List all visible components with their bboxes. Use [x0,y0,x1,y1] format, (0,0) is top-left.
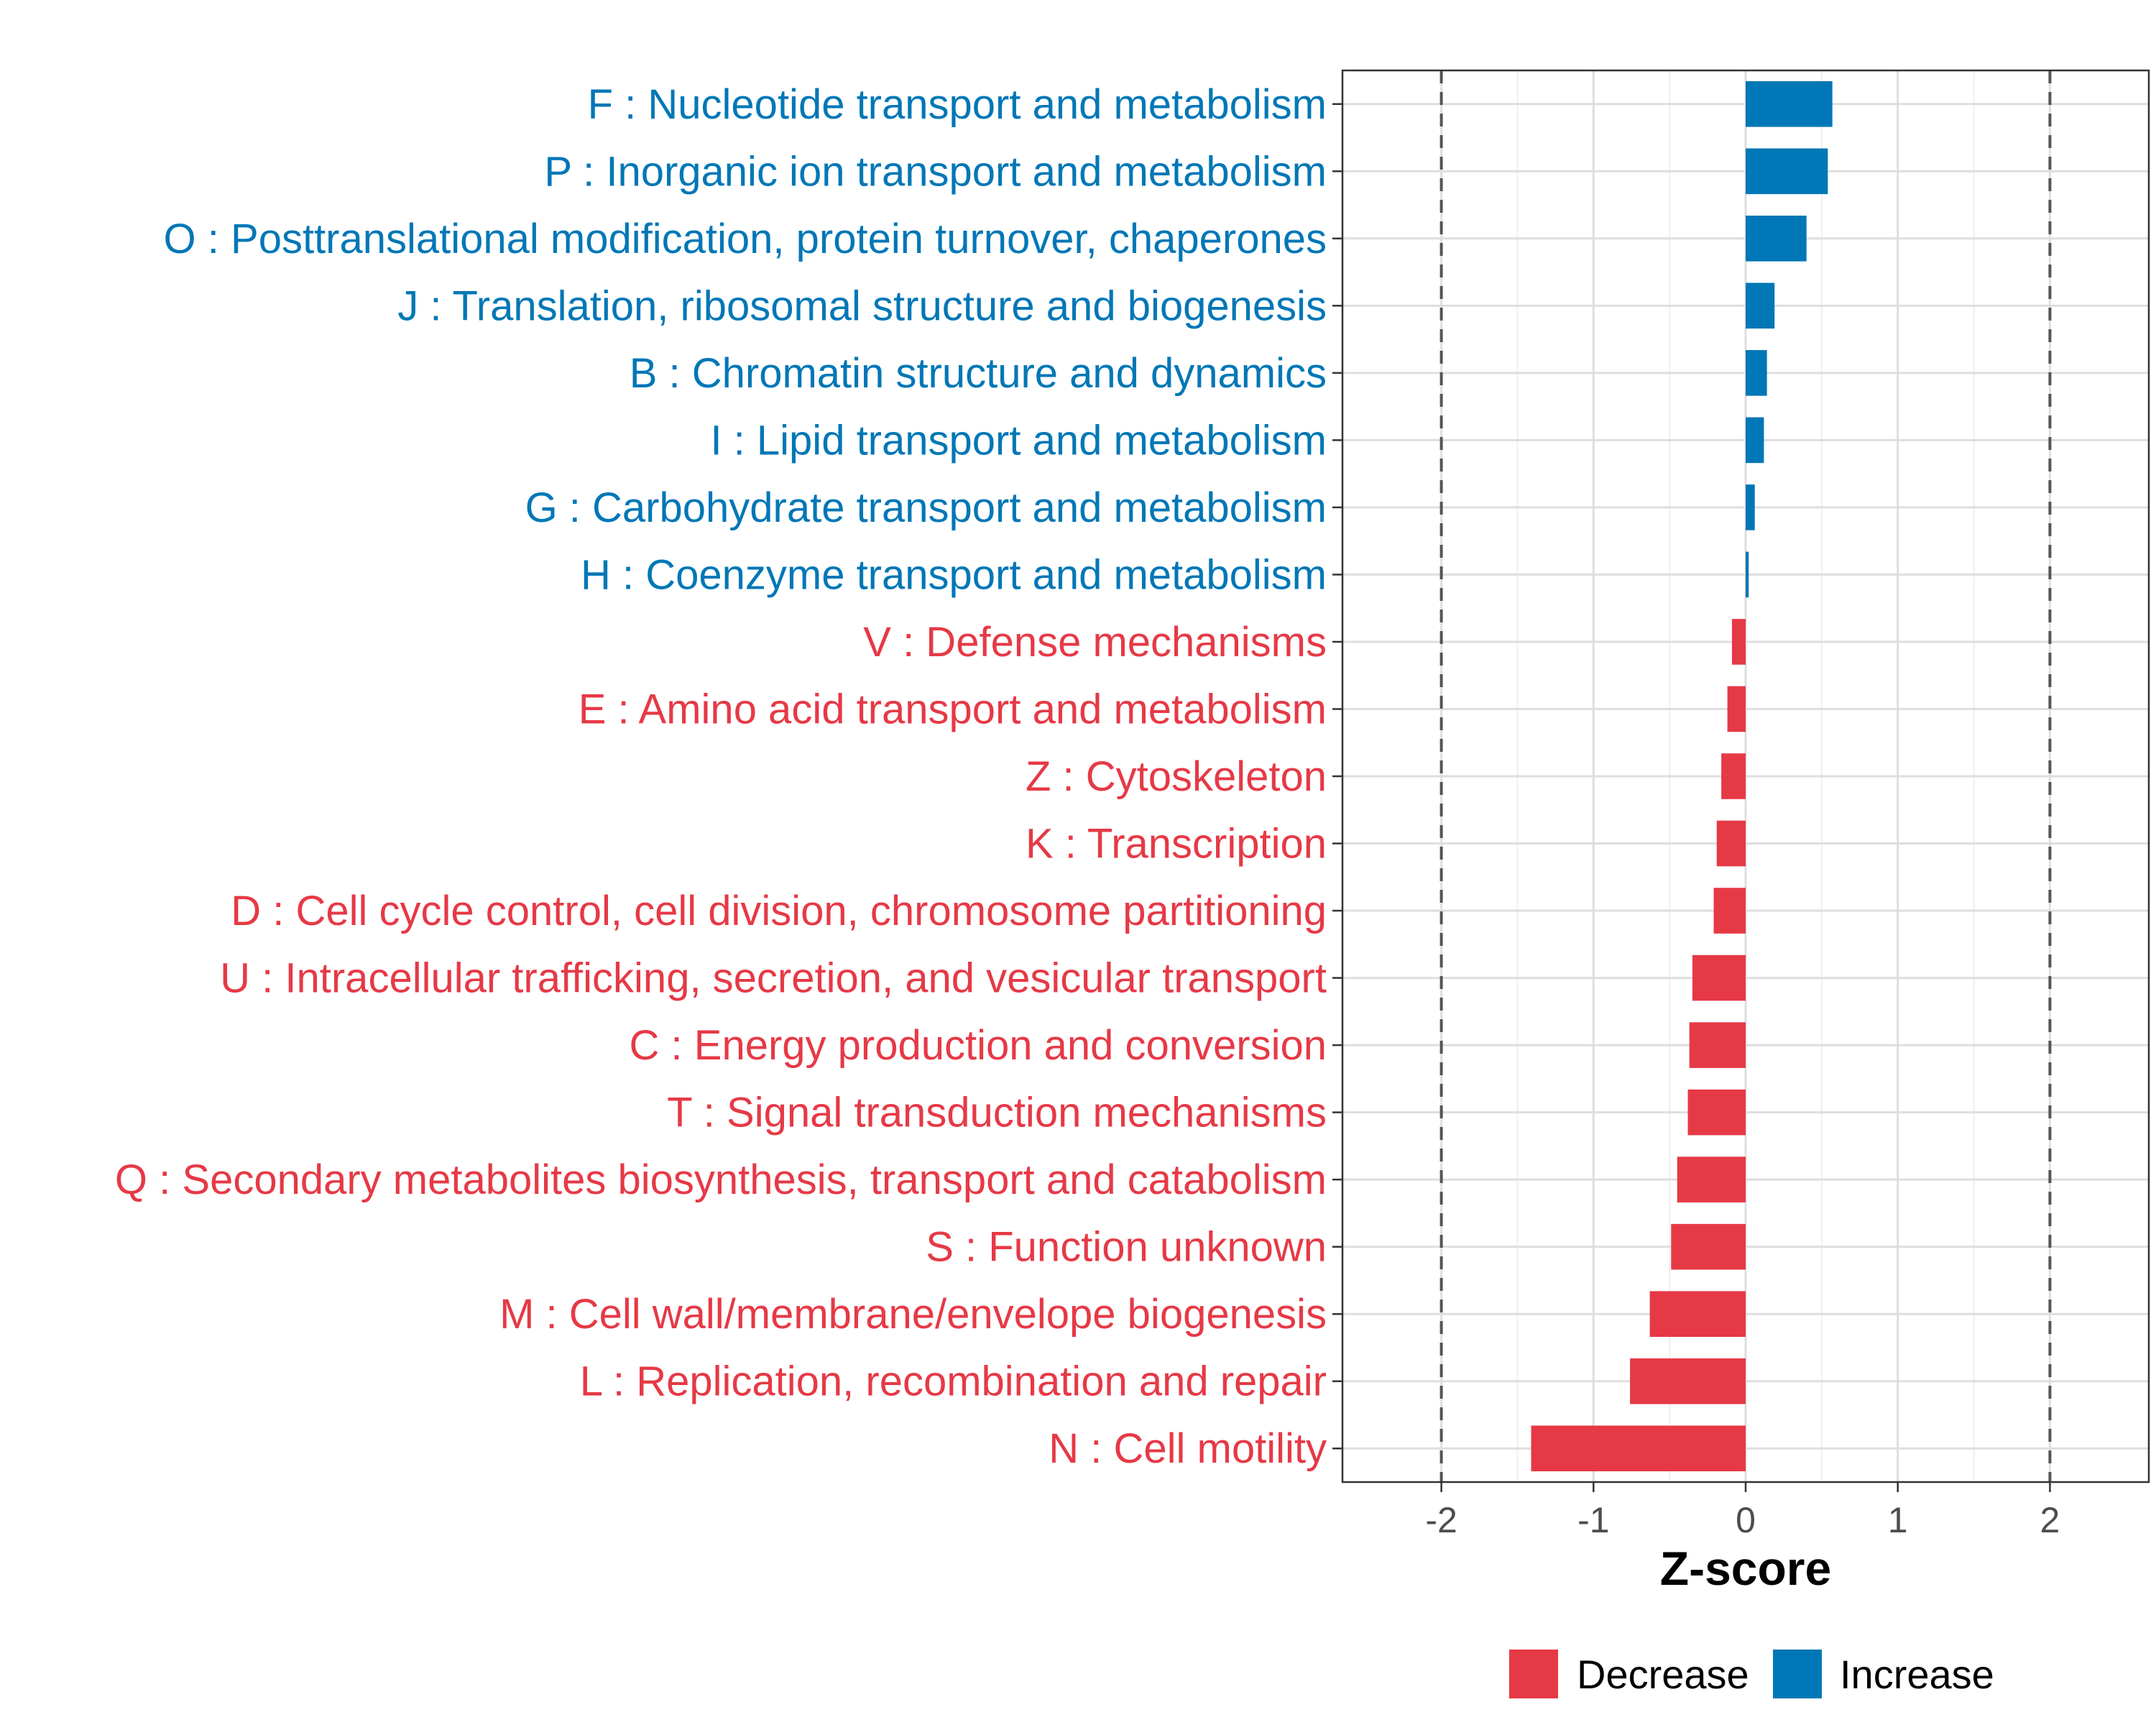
category-label: E : Amino acid transport and metabolism [579,686,1327,732]
category-label: N : Cell motility [1049,1425,1327,1472]
legend: Decrease Increase [1509,1650,1994,1698]
bar [1746,216,1807,262]
x-tick-label: 1 [1888,1500,1908,1540]
category-label: P : Inorganic ion transport and metaboli… [544,148,1327,195]
bar [1649,1291,1746,1337]
bar [1671,1223,1746,1270]
category-label: J : Translation, ribosomal structure and… [397,282,1327,329]
bar [1630,1358,1746,1404]
bar [1689,1022,1746,1068]
bar [1746,148,1828,195]
category-label: F : Nucleotide transport and metabolism [588,81,1327,128]
bar [1692,954,1746,1001]
bar [1677,1156,1746,1202]
bar [1727,686,1746,732]
category-label: D : Cell cycle control, cell division, c… [231,888,1327,934]
category-label: Z : Cytoskeleton [1026,753,1327,800]
bar [1746,484,1755,530]
bar [1721,753,1746,799]
x-tick-label: -2 [1425,1500,1457,1540]
category-label: K : Transcription [1026,821,1327,868]
bar [1731,619,1746,665]
category-label: S : Function unknown [926,1224,1327,1271]
category-label: H : Coenzyme transport and metabolism [581,551,1327,598]
category-label: U : Intracellular trafficking, secretion… [220,955,1327,1002]
category-label: B : Chromatin structure and dynamics [630,350,1327,397]
x-tick-label: 0 [1736,1500,1756,1540]
category-label: O : Posttranslational modification, prot… [164,216,1327,262]
legend-label-increase: Increase [1840,1652,1994,1697]
bar [1746,551,1749,598]
category-label: M : Cell wall/membrane/envelope biogenes… [499,1291,1327,1338]
category-label: I : Lipid transport and metabolism [710,417,1327,464]
reference-lines [1439,70,2052,1482]
bar [1746,282,1775,329]
category-label: L : Replication, recombination and repai… [580,1358,1327,1405]
bar [1746,80,1833,127]
x-axis-title: Z-score [1660,1542,1831,1595]
bar [1531,1425,1746,1472]
axis-ticks: -2 -1 0 1 2 [1332,103,2060,1540]
x-tick-label: 2 [2040,1500,2060,1540]
category-label: G : Carbohydrate transport and metabolis… [525,484,1327,531]
category-labels: F : Nucleotide transport and metabolism P… [115,81,1327,1472]
bar [1746,350,1767,396]
bars [1531,80,1833,1472]
category-label: Q : Secondary metabolites biosynthesis, … [115,1156,1327,1203]
legend-swatch-decrease [1509,1650,1558,1698]
x-tick-label: -1 [1577,1500,1609,1540]
bar [1746,417,1764,464]
legend-swatch-increase [1773,1650,1822,1698]
bar [1716,820,1746,867]
bar [1687,1089,1746,1136]
bar [1713,888,1746,934]
legend-label-decrease: Decrease [1577,1652,1749,1697]
category-label: C : Energy production and conversion [630,1022,1327,1069]
category-label: V : Defense mechanisms [863,619,1327,666]
category-label: T : Signal transduction mechanisms [667,1090,1327,1136]
